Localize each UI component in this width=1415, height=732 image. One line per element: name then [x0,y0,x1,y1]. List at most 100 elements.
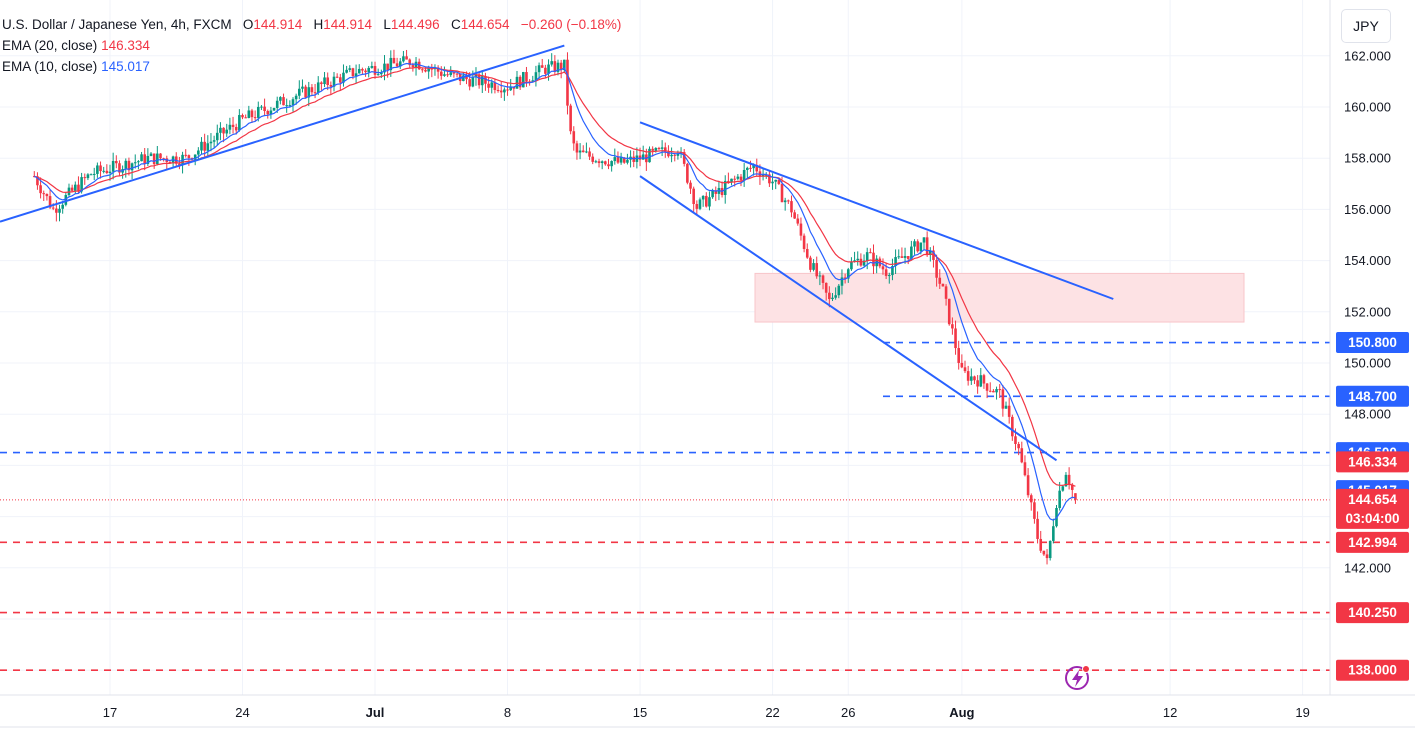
candle-body [326,77,329,85]
ema20-value: 146.334 [101,38,150,53]
candle-body [651,148,654,151]
x-tick-label: 12 [1163,705,1177,720]
candle-body [89,174,93,176]
candle-body [834,295,837,298]
candle-body [954,328,957,349]
candle-body [553,61,557,72]
time-axis[interactable]: 17 24 Jul 8 15 22 26 Aug 12 19 [0,694,1415,728]
candle-body [39,185,42,194]
y-tick-label: 154.000 [1344,253,1391,268]
candle-body [310,87,314,93]
candle-body [1042,550,1046,555]
candle-body [774,179,778,182]
candle-body [673,154,677,156]
ema20-row[interactable]: EMA (20, close) 146.334 [2,35,621,56]
candle-body [118,163,121,173]
candle-body [537,65,541,73]
y-tick-label: 150.000 [1344,356,1391,371]
resistance-zone [754,272,1245,323]
candle-body [452,72,456,74]
candle-body [184,154,188,156]
x-tick-label: 26 [841,705,855,720]
candle-body [61,204,64,209]
candle-body [1026,475,1030,496]
candle-body [809,257,812,270]
candle-body [405,56,408,60]
candle-body [197,150,200,155]
trendlines [0,44,1114,462]
candle-body [301,86,304,89]
candle-body [1052,526,1055,541]
candle-body [490,82,494,88]
candle-body [206,143,210,151]
x-tick-label: 24 [235,705,249,720]
candle-body [998,389,1002,391]
candle-body [522,72,525,88]
candle-body [480,76,484,86]
candle-body [985,383,989,391]
candle-body [1007,405,1011,417]
candle-body [146,155,150,164]
candle-body [903,256,907,258]
trendline-falling-support [639,175,1058,462]
ema20-label: EMA (20, close) [2,38,98,53]
candle-body [493,82,497,90]
candle-body [657,148,661,150]
ema10-line [34,62,1076,521]
candle-body [55,208,58,213]
candle-body [304,86,307,98]
candle-body [906,256,910,259]
candle-body [843,277,847,279]
high-label: H [313,17,324,32]
candle-body [83,177,87,179]
candle-body [1036,518,1039,539]
close-label: C [450,17,461,32]
candle-body [960,362,964,368]
y-tick-label: 158.000 [1344,151,1391,166]
ema10-row[interactable]: EMA (10, close) 145.017 [2,56,621,77]
replay-icon [1065,666,1089,690]
candle-body [922,237,926,243]
candle-body [222,127,225,134]
candle-body [282,97,285,106]
x-tick-label: Aug [949,705,974,720]
ohlc-row: U.S. Dollar / Japanese Yen, 4h, FXCM O14… [2,14,621,35]
x-tick-label: 22 [765,705,779,720]
x-tick-label: 8 [504,705,511,720]
candle-body [468,79,471,87]
candle-body [935,259,938,278]
candle-body [67,187,71,196]
candle-body [398,61,402,67]
candle-body [585,151,588,153]
candle-body [1064,474,1068,487]
candle-body [320,82,323,85]
candle-body [386,63,389,71]
candle-body [992,390,995,393]
candle-body [212,140,216,142]
candle-body [566,59,569,106]
candle-body [780,183,784,203]
candle-body [1033,502,1036,519]
price-label-box [1336,602,1409,624]
candle-body [474,74,478,78]
candle-body [900,256,904,258]
candle-body [695,204,699,209]
candle-body [228,124,232,130]
candle-body [1070,484,1074,490]
replay-icon-group[interactable] [1065,665,1090,690]
candle-body [92,173,96,175]
price-axis[interactable]: 162.000 160.000 158.000 156.000 154.000 152.0… [1329,0,1391,695]
candle-body [578,150,582,153]
candle-body [831,297,834,300]
candle-body [436,67,440,72]
currency-button[interactable]: JPY [1341,9,1391,43]
candle-body [894,257,897,267]
x-tick-label: 17 [103,705,117,720]
symbol-title[interactable]: U.S. Dollar / Japanese Yen, 4h, FXCM [2,17,232,32]
candle-body [995,389,998,393]
candle-body [244,117,247,119]
candle-body [247,110,251,118]
candle-body [692,188,695,205]
candle-body [51,207,55,209]
